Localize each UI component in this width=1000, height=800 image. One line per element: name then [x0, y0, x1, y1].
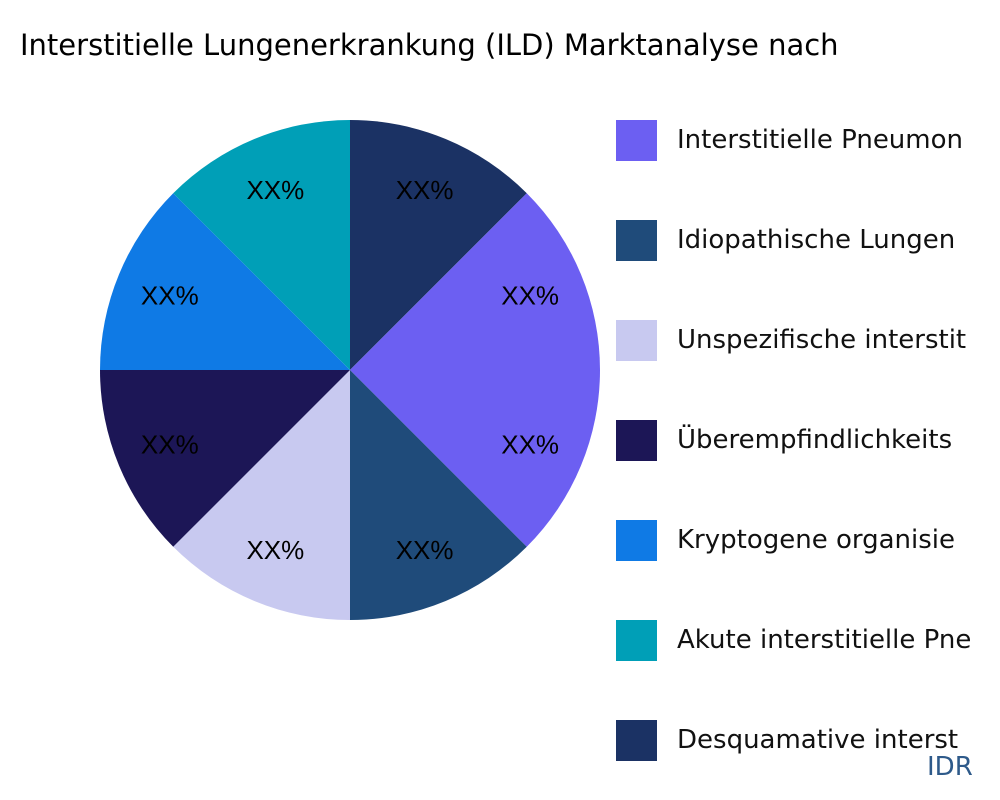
legend-label: Kryptogene organisie — [677, 525, 956, 555]
legend-swatch — [616, 519, 657, 561]
pie-slice[interactable] — [100, 370, 350, 547]
legend-item[interactable]: Idiopathische Lungen — [616, 190, 1000, 290]
slice-data-label: XX% — [141, 430, 199, 460]
legend-item[interactable]: Desquamative interst — [616, 690, 1000, 790]
legend-item[interactable]: Unspezifische interstit — [616, 290, 1000, 390]
slice-data-label: XX% — [246, 535, 304, 565]
legend-label: Idiopathische Lungen — [677, 225, 956, 255]
legend-item[interactable]: Überempfindlichkeits — [616, 390, 1000, 490]
slice-data-label: XX% — [141, 280, 199, 310]
pie-chart: XX% XX% XX% XX% XX% XX% XX% XX% — [100, 120, 600, 620]
slice-data-label: XX% — [246, 175, 304, 205]
slice-data-label: XX% — [501, 430, 559, 460]
pie-slice[interactable] — [173, 370, 350, 620]
pie-slice[interactable] — [350, 193, 600, 370]
legend-label: Unspezifische interstit — [677, 325, 967, 355]
pie-slice[interactable] — [173, 120, 350, 370]
chart-title: Interstitielle Lungenerkrankung (ILD) Ma… — [20, 28, 839, 62]
legend-swatch — [616, 319, 657, 361]
legend-label: Überempfindlichkeits — [677, 425, 953, 455]
legend-label: Interstitielle Pneumon — [677, 125, 963, 155]
slice-data-label: XX% — [396, 175, 454, 205]
legend-label: Akute interstitielle Pne — [677, 625, 972, 655]
pie-slice[interactable] — [100, 193, 350, 370]
brand-logo: IDR — [927, 752, 973, 782]
pie-slice[interactable] — [350, 120, 527, 370]
slice-data-label: XX% — [501, 280, 559, 310]
legend-item[interactable]: Akute interstitielle Pne — [616, 590, 1000, 690]
legend-swatch — [616, 219, 657, 261]
pie-slice[interactable] — [350, 370, 600, 547]
pie-slice[interactable] — [350, 370, 527, 620]
legend-swatch — [616, 719, 657, 761]
legend-item[interactable]: Interstitielle Pneumon — [616, 120, 1000, 190]
slice-data-label: XX% — [396, 535, 454, 565]
legend-swatch — [616, 120, 657, 161]
legend-swatch — [616, 419, 657, 461]
legend-label: Desquamative interst — [677, 725, 959, 755]
legend-item[interactable]: Kryptogene organisie — [616, 490, 1000, 590]
legend: Interstitielle Pneumon Idiopathische Lung… — [616, 120, 1000, 790]
legend-swatch — [616, 619, 657, 661]
